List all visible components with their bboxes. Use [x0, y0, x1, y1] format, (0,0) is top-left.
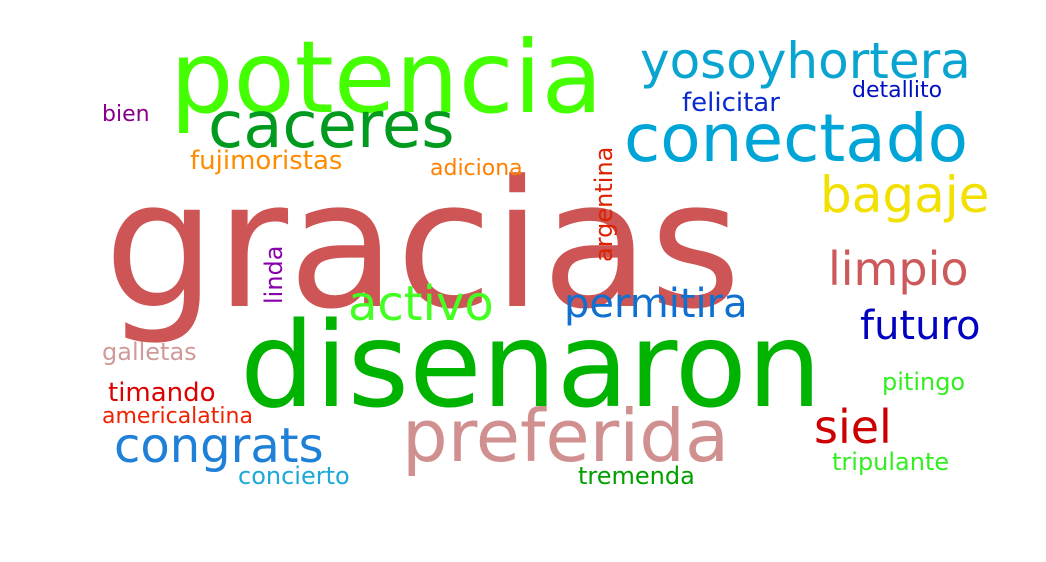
word-limpio: limpio — [828, 242, 969, 296]
word-congrats: congrats — [114, 418, 324, 474]
word-bagaje: bagaje — [820, 166, 990, 224]
word-futuro: futuro — [860, 303, 981, 349]
word-gracias: gracias — [104, 143, 742, 348]
word-yosoyhortera: yosoyhortera — [640, 32, 971, 90]
word-galletas: galletas — [102, 338, 197, 366]
word-siel: siel — [814, 400, 892, 454]
word-argentina: argentina — [590, 146, 618, 262]
word-activo: activo — [348, 276, 494, 332]
word-felicitar: felicitar — [682, 88, 780, 118]
word-caceres: caceres — [208, 89, 455, 163]
word-preferida: preferida — [402, 394, 730, 478]
word-adiciona: adiciona — [430, 156, 523, 181]
word-linda: linda — [260, 245, 288, 305]
word-detallito: detallito — [852, 78, 943, 103]
word-bien: bien — [102, 102, 150, 127]
word-tripulante: tripulante — [832, 448, 950, 476]
word-pitingo: pitingo — [882, 368, 966, 396]
word-fujimoristas: fujimoristas — [190, 146, 343, 176]
word-conectado: conectado — [624, 100, 968, 177]
word-permitira: permitira — [564, 281, 748, 327]
word-potencia: potencia — [170, 19, 603, 136]
word-americalatina: americalatina — [102, 404, 253, 429]
word-tremenda: tremenda — [578, 462, 695, 490]
word-timando: timando — [108, 378, 216, 408]
word-concierto: concierto — [238, 462, 350, 490]
word-disenaron: disenaron — [240, 296, 822, 434]
